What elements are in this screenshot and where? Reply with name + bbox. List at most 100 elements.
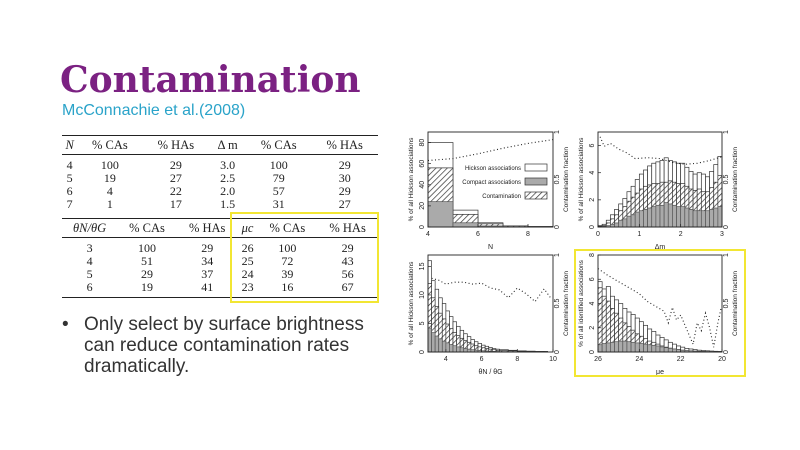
table-cell: 5 bbox=[86, 267, 93, 281]
legend-swatch bbox=[524, 191, 548, 200]
table-cell: 57 bbox=[272, 184, 285, 198]
y-tick-label: 10 bbox=[419, 291, 426, 299]
plot-frame bbox=[427, 254, 554, 353]
col-header: N bbox=[65, 137, 74, 152]
x-tick-label: 2 bbox=[679, 231, 683, 238]
bar-compact-associations bbox=[614, 222, 620, 228]
table-cell: 23 bbox=[241, 280, 254, 294]
bullet-point: • Only select by surface brightness can … bbox=[62, 314, 382, 377]
table-cell: 29 bbox=[341, 241, 354, 255]
table-cell: 19 bbox=[103, 171, 116, 185]
table-bottom: θN/θG % CAs % HAs μc % CAs % HAs 3 100 29 2… bbox=[62, 218, 378, 298]
table-cell: 51 bbox=[141, 254, 153, 268]
col-header: % CAs bbox=[269, 220, 306, 235]
bar-compact-associations bbox=[441, 340, 447, 353]
table-cell: 31 bbox=[272, 197, 285, 211]
contamination-fraction-line bbox=[431, 277, 552, 303]
table-cell: 3 bbox=[86, 241, 93, 255]
chart-panel-bottom-left: 4 6 8 10 0 5 10 15 0 0.5 1 θN / θG % of all Hickson … bbox=[408, 253, 570, 376]
bar-compact-associations bbox=[452, 222, 479, 228]
slide-title: Contamination bbox=[60, 59, 361, 101]
x-tick-label: 22 bbox=[677, 356, 685, 363]
y2-axis-label: Contamination fraction bbox=[732, 147, 739, 212]
plot-frame bbox=[427, 131, 554, 228]
bar-compact-associations bbox=[463, 348, 468, 353]
table-cell: 2.0 bbox=[220, 184, 236, 198]
y2-tick-label: 0 bbox=[554, 350, 561, 354]
table-header-row: θN/θG % CAs % HAs μc % CAs % HAs bbox=[62, 218, 378, 238]
col-header: Δ m bbox=[217, 137, 238, 152]
bar-compact-associations bbox=[431, 332, 436, 353]
bar-compact-associations bbox=[459, 347, 465, 353]
bar-compact-associations bbox=[449, 344, 454, 353]
table-cell: 4 bbox=[106, 184, 113, 198]
x-tick-label: 6 bbox=[476, 231, 480, 238]
table-cell: 1.5 bbox=[220, 197, 236, 211]
x-tick-label: 20 bbox=[718, 356, 726, 363]
bar-compact-associations bbox=[651, 206, 657, 228]
y-axis-label: % of all Hickson associations bbox=[578, 137, 585, 222]
table-cell: 43 bbox=[341, 254, 354, 268]
bar-compact-associations bbox=[452, 345, 457, 353]
bar-compact-associations bbox=[438, 338, 443, 353]
bar-compact-associations bbox=[692, 210, 698, 228]
table-header-row: N % CAs % HAs Δ m % CAs % HAs bbox=[62, 135, 378, 155]
bar-compact-associations bbox=[427, 327, 432, 353]
table-cell: 100 bbox=[100, 158, 119, 172]
bar-compact-associations bbox=[618, 219, 624, 228]
table-top: N % CAs % HAs Δ m % CAs % HAs 4 100 29 3.0 1… bbox=[62, 135, 378, 214]
bar-compact-associations bbox=[655, 204, 661, 228]
y2-tick-label: 0 bbox=[554, 225, 561, 229]
y2-tick-label: 0 bbox=[723, 350, 730, 354]
y-tick-label: 80 bbox=[419, 139, 426, 147]
table-row: 5 19 27 2.5 79 30 bbox=[62, 172, 378, 185]
col-header: % HAs bbox=[157, 137, 195, 152]
table-cell: 56 bbox=[341, 267, 354, 281]
table-cell: 24 bbox=[241, 267, 254, 281]
bar-compact-associations bbox=[684, 207, 690, 228]
x-tick-label: 3 bbox=[720, 231, 724, 238]
y-axis-label: % of all identified associations bbox=[578, 259, 585, 346]
legend-swatch bbox=[524, 163, 548, 172]
y2-axis-label: Contamination fraction bbox=[563, 147, 570, 212]
col-header: μc bbox=[241, 220, 254, 235]
table-cell: 41 bbox=[201, 280, 214, 294]
col-header: % CAs bbox=[260, 137, 297, 152]
col-header: % CAs bbox=[92, 137, 128, 152]
bar-compact-associations bbox=[622, 218, 628, 228]
x-tick-label: 8 bbox=[515, 356, 519, 363]
table-cell: 29 bbox=[338, 158, 351, 172]
col-header: % HAs bbox=[188, 220, 226, 235]
col-header: θN/θG bbox=[73, 220, 107, 235]
table-cell: 22 bbox=[169, 184, 182, 198]
legend-swatch bbox=[524, 177, 548, 186]
table-highlight-box bbox=[230, 212, 379, 303]
y-tick-label: 40 bbox=[419, 181, 426, 189]
y2-tick-label: 1 bbox=[723, 253, 730, 257]
bar-compact-associations bbox=[638, 210, 644, 228]
y2-tick-label: 0.5 bbox=[554, 175, 561, 185]
contamination-fraction-line bbox=[599, 136, 723, 165]
table-cell: 30 bbox=[338, 171, 351, 185]
bar-compact-associations bbox=[709, 209, 715, 228]
contamination-fraction-line bbox=[427, 139, 554, 162]
y-tick-label: 2 bbox=[589, 326, 596, 330]
table-cell: 67 bbox=[341, 280, 354, 294]
table-row: 4 100 29 3.0 100 29 bbox=[62, 155, 378, 173]
bullet-icon: • bbox=[62, 314, 69, 335]
table-cell: 79 bbox=[272, 171, 285, 185]
y2-axis-label: Contamination fraction bbox=[563, 271, 570, 336]
bar-compact-associations bbox=[676, 206, 682, 228]
table-cell: 37 bbox=[201, 267, 214, 281]
bar-compact-associations bbox=[630, 214, 636, 228]
table-cell: 100 bbox=[138, 241, 156, 255]
bar-compact-associations bbox=[717, 206, 723, 228]
bar-compact-associations bbox=[680, 206, 686, 228]
x-tick-label: 1 bbox=[637, 231, 641, 238]
table-cell: 2.5 bbox=[220, 171, 236, 185]
y-tick-label: 6 bbox=[589, 277, 596, 281]
slide-subtitle: McConnachie et al.(2008) bbox=[62, 102, 246, 119]
bar-compact-associations bbox=[672, 204, 677, 228]
